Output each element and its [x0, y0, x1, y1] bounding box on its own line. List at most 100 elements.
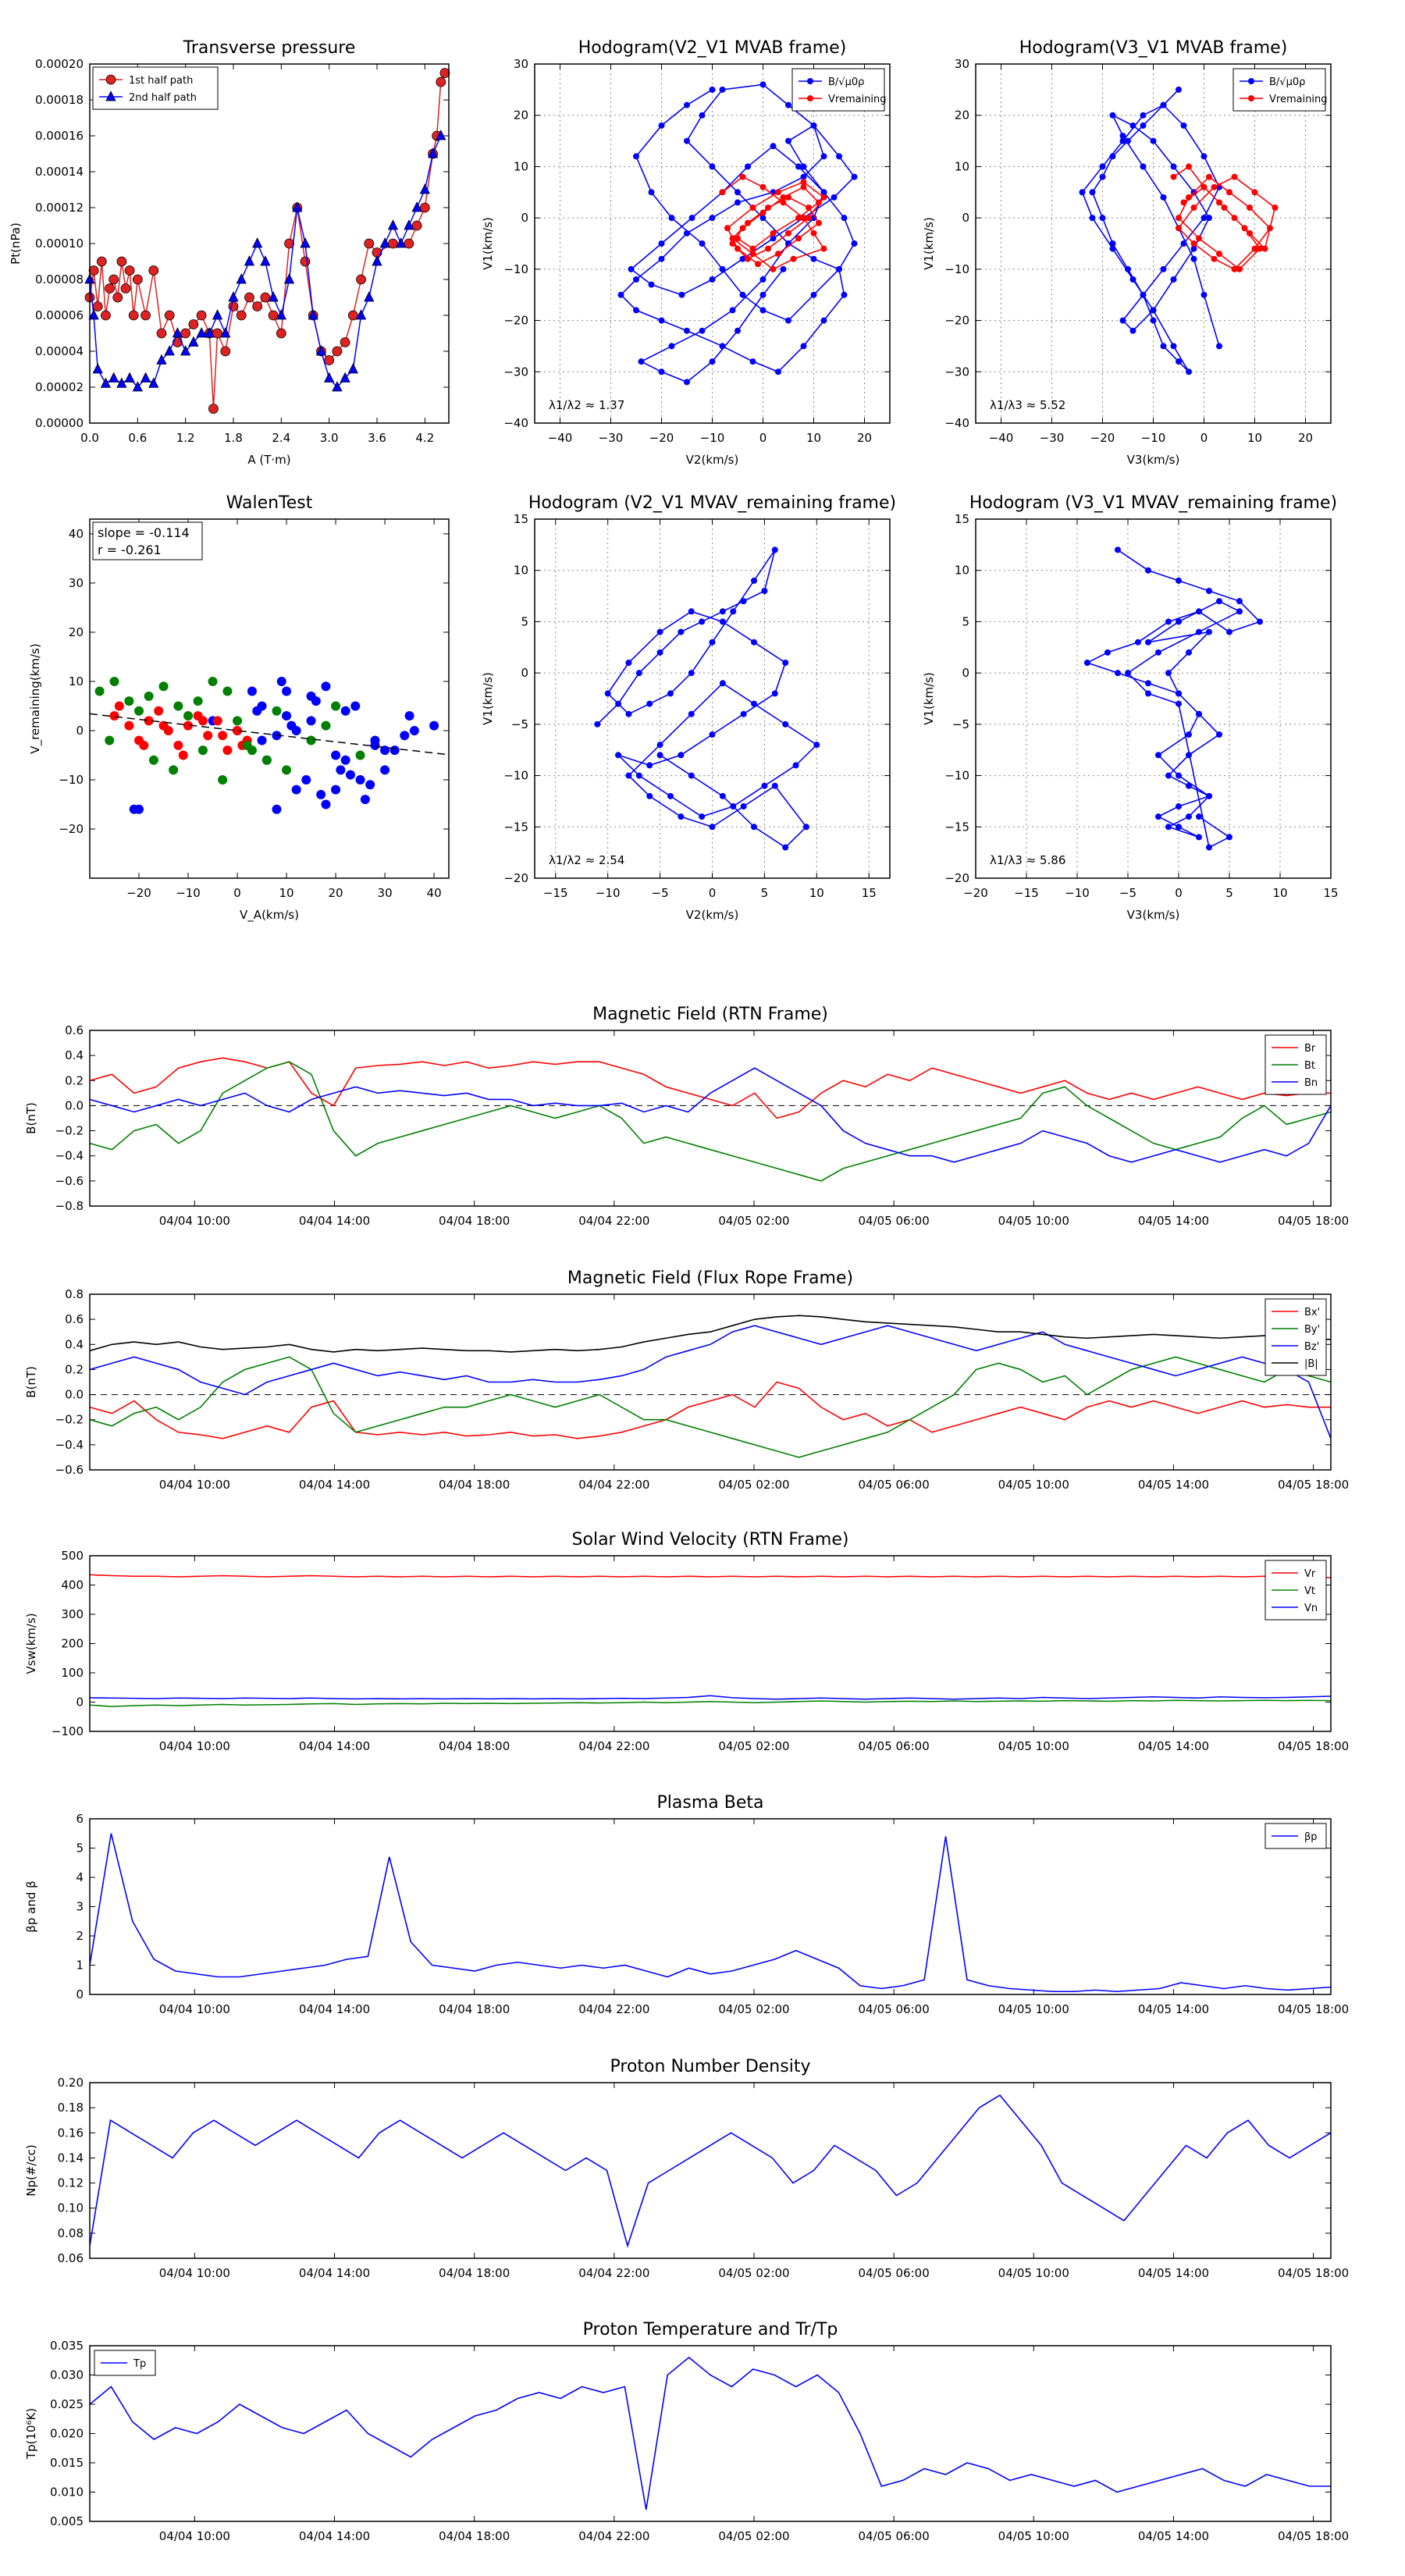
x-tick-label: −10	[700, 431, 725, 445]
data-point	[770, 235, 777, 242]
legend-label: Br	[1304, 1043, 1316, 1055]
data-point	[709, 86, 716, 93]
data-point	[1180, 199, 1187, 206]
x-tick-label: 0	[233, 886, 241, 900]
data-point	[208, 404, 219, 414]
data-point	[1176, 700, 1182, 707]
data-point	[1155, 649, 1161, 656]
chart-sw: 04/04 10:00 04/04 14:00 04/04 18:00 04/04 2…	[24, 1530, 1349, 1753]
data-point	[729, 235, 736, 242]
data-point	[116, 377, 127, 388]
data-point	[276, 676, 286, 686]
legend-label: Vremaining	[1269, 94, 1328, 105]
data-point	[775, 368, 781, 375]
data-point	[196, 327, 207, 338]
legend-marker	[105, 74, 116, 85]
data-point	[780, 194, 787, 201]
data-point	[244, 255, 255, 266]
y-tick-label: 0.00010	[35, 237, 84, 251]
data-point	[124, 696, 134, 706]
data-point	[759, 183, 767, 190]
data-point	[615, 700, 622, 707]
data-point	[324, 355, 335, 365]
data-point	[1176, 358, 1182, 365]
data-point	[771, 782, 778, 789]
y-tick-label: 10	[514, 159, 528, 173]
data-point	[436, 76, 446, 87]
data-point	[729, 307, 736, 314]
data-point	[1190, 240, 1197, 247]
plot-border	[89, 1555, 1332, 1732]
data-point	[218, 774, 228, 785]
y-tick-label: −20	[944, 314, 969, 328]
data-point	[810, 229, 817, 237]
legend-label: Vn	[1304, 1603, 1318, 1614]
data-point	[140, 310, 151, 321]
data-point	[282, 711, 292, 721]
y-tick-label: 200	[61, 1637, 84, 1651]
data-point	[1109, 112, 1116, 119]
data-point	[719, 86, 726, 93]
data-point	[236, 310, 247, 321]
chart-title: Proton Temperature and Tr/Tp	[583, 2320, 838, 2339]
data-point	[164, 345, 175, 356]
data-point	[771, 690, 778, 697]
data-point	[306, 735, 316, 745]
data-point	[101, 310, 111, 321]
data-point	[172, 327, 183, 338]
x-tick-label: 3.0	[320, 431, 339, 445]
data-point	[1241, 225, 1248, 232]
x-tick-label: −20	[126, 886, 151, 900]
series-line	[1081, 89, 1220, 372]
y-tick-label: 10	[955, 564, 969, 578]
y-tick-label: 0.6	[65, 1312, 84, 1326]
x-tick-label: 04/04 10:00	[159, 2002, 230, 2016]
series-line	[596, 549, 818, 849]
y-tick-label: 0.2	[65, 1362, 84, 1376]
x-tick-label: 30	[378, 886, 393, 900]
data-point	[1099, 215, 1106, 222]
y-tick-label: 0.20	[58, 2076, 84, 2090]
data-point	[699, 240, 706, 247]
x-tick-label: 04/04 14:00	[299, 1214, 370, 1228]
data-point	[658, 122, 665, 129]
data-point	[88, 265, 99, 276]
legend-box	[92, 66, 219, 110]
data-point	[208, 676, 218, 686]
data-point	[272, 706, 282, 716]
x-tick-label: 04/04 22:00	[578, 2002, 649, 2016]
data-point	[770, 229, 777, 237]
data-point	[1196, 628, 1202, 635]
x-tick-label: 04/05 18:00	[1278, 1478, 1349, 1492]
data-point	[795, 235, 802, 242]
data-point	[134, 804, 144, 814]
data-point	[699, 813, 706, 820]
y-tick-label: 0.005	[50, 2514, 84, 2528]
x-tick-label: 04/04 18:00	[439, 2529, 510, 2543]
data-point	[782, 844, 789, 851]
data-point	[1216, 343, 1222, 350]
data-point	[656, 752, 663, 759]
data-point	[1129, 122, 1136, 129]
data-point	[419, 183, 430, 194]
data-point	[816, 199, 822, 206]
chart-tp: 0.0 0.6 1.2 1.8 2.4 3.0 3.6 4.2 0.00000 0.00002 0.…	[9, 38, 450, 467]
data-point	[360, 795, 370, 805]
x-tick-label: 20	[857, 431, 872, 445]
y-tick-label: −0.2	[55, 1124, 84, 1138]
data-point	[1160, 343, 1167, 350]
y-tick-label: −10	[59, 773, 84, 787]
chart-title: Transverse pressure	[183, 38, 356, 58]
data-point	[755, 261, 761, 268]
data-point	[841, 215, 848, 222]
data-point	[699, 618, 706, 625]
data-point	[282, 686, 292, 696]
data-point	[1176, 824, 1182, 831]
data-point	[684, 327, 690, 334]
y-tick-label: 0.00018	[35, 93, 84, 107]
y-tick-label: 0.00012	[35, 201, 84, 215]
data-point	[759, 81, 767, 88]
data-point	[719, 618, 726, 625]
x-tick-label: −30	[599, 431, 624, 445]
data-point	[1261, 245, 1268, 252]
